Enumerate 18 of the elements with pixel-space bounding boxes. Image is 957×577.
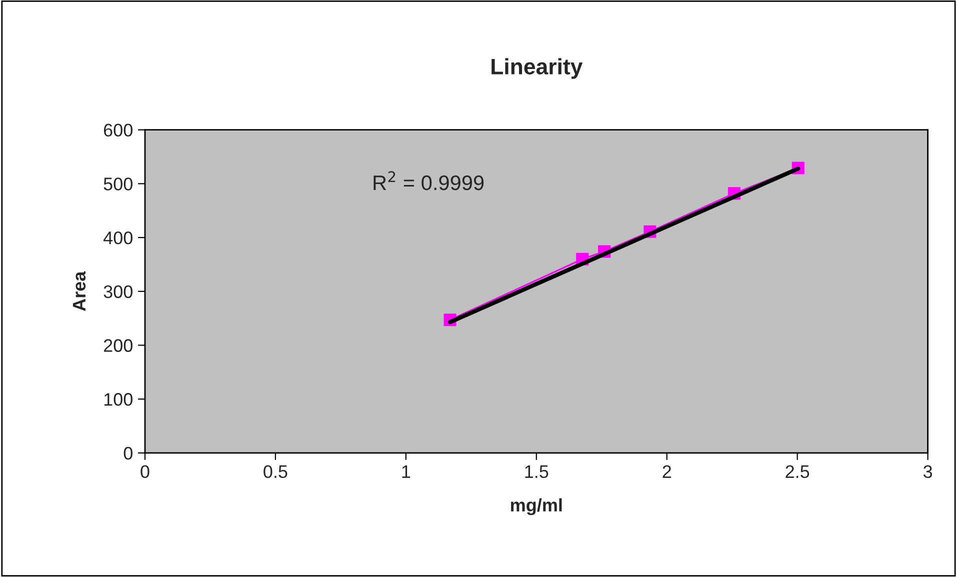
x-axis-title: mg/ml <box>511 498 562 516</box>
x-tick-label: 1 <box>402 465 410 478</box>
y-tick-label: 600 <box>104 124 132 137</box>
x-tick-label: 1.5 <box>525 465 548 478</box>
annotation: R$^{2}$ = 0.9999 <box>374 171 484 190</box>
y-tick-label: 500 <box>104 178 132 190</box>
y-tick-label: 200 <box>104 339 132 352</box>
y-tick-label: 400 <box>103 231 132 244</box>
y-tick-label: 0 <box>124 446 132 460</box>
x-tick-label: 0.5 <box>264 465 288 478</box>
chart-title: Linearity <box>492 58 583 79</box>
x-tick-label: 0 <box>140 465 150 478</box>
x-tick-label: 3 <box>923 465 932 478</box>
y-tick-label: 100 <box>104 393 132 406</box>
x-tick-label: 2 <box>662 465 671 478</box>
x-tick-label: 2.5 <box>786 465 810 478</box>
y-tick-label: 300 <box>104 285 132 298</box>
y-axis-title: Area <box>73 271 86 312</box>
